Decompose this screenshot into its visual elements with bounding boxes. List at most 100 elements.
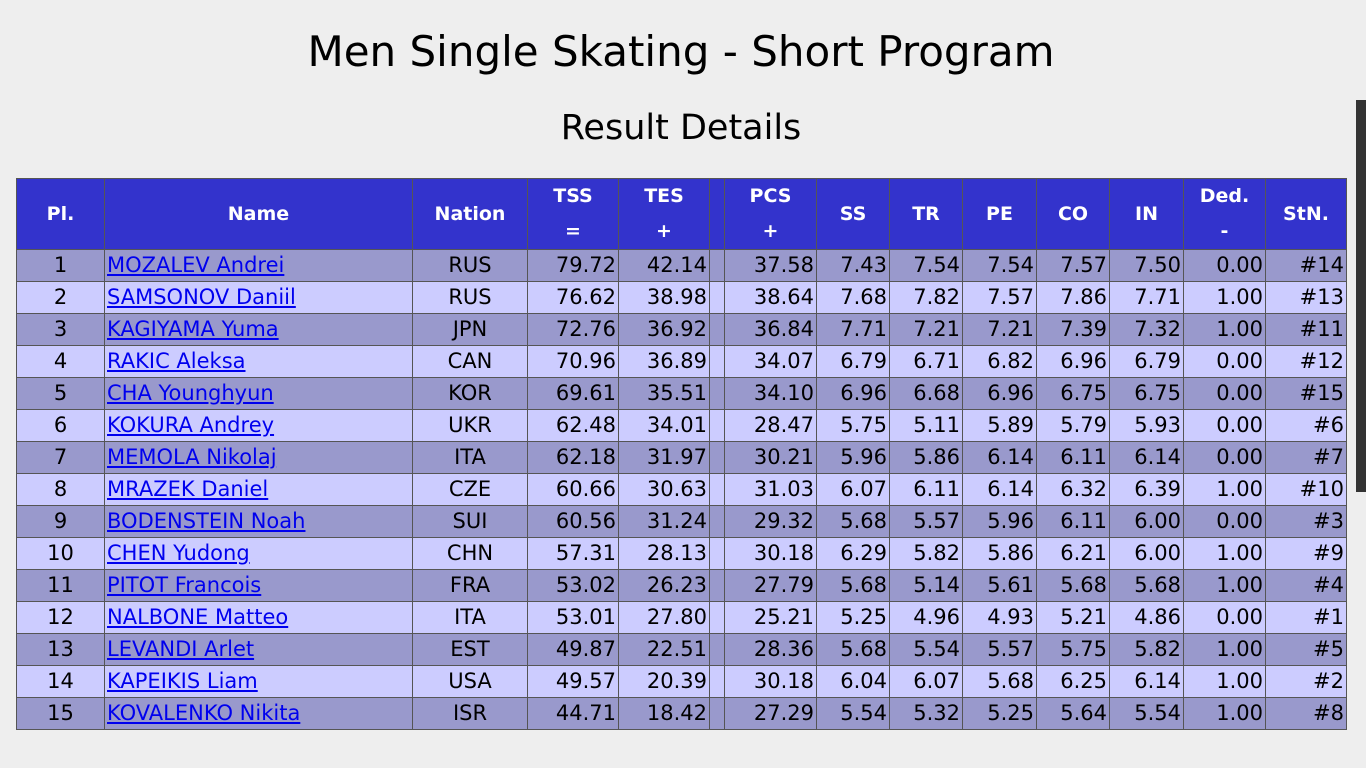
skater-link[interactable]: MEMOLA Nikolaj	[107, 445, 277, 469]
tes-cell: 38.98	[618, 281, 710, 314]
table-row: 8 MRAZEK Daniel CZE 60.66 30.63 31.03 6.07 6.11…	[16, 473, 1347, 506]
tr-cell: 4.96	[889, 601, 963, 634]
in-cell: 6.75	[1109, 377, 1184, 410]
name-cell: CHA Younghyun	[104, 377, 413, 410]
place-cell: 1	[16, 249, 105, 282]
skater-link[interactable]: SAMSONOV Daniil	[107, 285, 296, 309]
pcs-cell: 38.64	[724, 281, 817, 314]
ss-cell: 5.25	[816, 601, 890, 634]
nation-cell: FRA	[412, 569, 528, 602]
in-cell: 6.14	[1109, 665, 1184, 698]
place-cell: 2	[16, 281, 105, 314]
pe-cell: 7.57	[962, 281, 1037, 314]
tr-cell: 5.57	[889, 505, 963, 538]
ded-cell: 1.00	[1183, 697, 1266, 730]
tes-cell: 36.89	[618, 345, 710, 378]
ss-cell: 7.68	[816, 281, 890, 314]
ss-cell: 5.96	[816, 441, 890, 474]
tss-cell: 70.96	[527, 345, 619, 378]
pe-cell: 5.61	[962, 569, 1037, 602]
co-cell: 7.39	[1036, 313, 1110, 346]
ss-cell: 5.54	[816, 697, 890, 730]
skater-link[interactable]: KOKURA Andrey	[107, 413, 275, 437]
ded-cell: 0.00	[1183, 505, 1266, 538]
skater-link[interactable]: BODENSTEIN Noah	[107, 509, 306, 533]
name-cell: CHEN Yudong	[104, 537, 413, 570]
skater-link[interactable]: PITOT Francois	[107, 573, 262, 597]
stn-cell: #8	[1265, 697, 1347, 730]
place-cell: 4	[16, 345, 105, 378]
table-row: 1 MOZALEV Andrei RUS 79.72 42.14 37.58 7.43 7.5…	[16, 249, 1347, 282]
skater-link[interactable]: MRAZEK Daniel	[107, 477, 269, 501]
name-cell: BODENSTEIN Noah	[104, 505, 413, 538]
stn-cell: #2	[1265, 665, 1347, 698]
co-cell: 5.79	[1036, 409, 1110, 442]
spacer-cell	[709, 601, 725, 634]
co-cell: 7.86	[1036, 281, 1110, 314]
tes-cell: 35.51	[618, 377, 710, 410]
ded-cell: 0.00	[1183, 249, 1266, 282]
skater-link[interactable]: RAKIC Aleksa	[107, 349, 246, 373]
in-cell: 6.39	[1109, 473, 1184, 506]
scrollbar-thumb[interactable]	[1356, 100, 1366, 492]
table-row: 5 CHA Younghyun KOR 69.61 35.51 34.10 6.96 6.68…	[16, 377, 1347, 410]
skater-link[interactable]: KOVALENKO Nikita	[107, 701, 301, 725]
tes-cell: 34.01	[618, 409, 710, 442]
ss-cell: 6.96	[816, 377, 890, 410]
spacer-cell	[709, 633, 725, 666]
co-cell: 6.11	[1036, 505, 1110, 538]
tes-cell: 26.23	[618, 569, 710, 602]
stn-cell: #10	[1265, 473, 1347, 506]
skater-link[interactable]: CHA Younghyun	[107, 381, 274, 405]
spacer-cell	[709, 473, 725, 506]
ss-cell: 5.75	[816, 409, 890, 442]
spacer-cell	[709, 441, 725, 474]
pcs-cell: 28.47	[724, 409, 817, 442]
skater-link[interactable]: NALBONE Matteo	[107, 605, 289, 629]
pcs-cell: 27.29	[724, 697, 817, 730]
tss-cell: 69.61	[527, 377, 619, 410]
ded-cell: 0.00	[1183, 601, 1266, 634]
table-row: 2 SAMSONOV Daniil RUS 76.62 38.98 38.64 7.68 7.…	[16, 281, 1347, 314]
col-header-nation: Nation	[412, 178, 528, 250]
table-header: Pl. Name Nation TSS = TES + PCS + SS TR PE …	[16, 178, 1347, 250]
col-header-ss: SS	[816, 178, 890, 250]
table-row: 11 PITOT Francois FRA 53.02 26.23 27.79 5.68 5.…	[16, 569, 1347, 602]
skater-link[interactable]: LEVANDI Arlet	[107, 637, 255, 661]
pe-cell: 6.96	[962, 377, 1037, 410]
tes-cell: 31.97	[618, 441, 710, 474]
skater-link[interactable]: KAPEIKIS Liam	[107, 669, 258, 693]
co-cell: 5.68	[1036, 569, 1110, 602]
name-cell: KAGIYAMA Yuma	[104, 313, 413, 346]
tr-cell: 5.11	[889, 409, 963, 442]
place-cell: 7	[16, 441, 105, 474]
pe-cell: 5.89	[962, 409, 1037, 442]
tr-cell: 7.21	[889, 313, 963, 346]
table-row: 12 NALBONE Matteo ITA 53.01 27.80 25.21 5.25 4.…	[16, 601, 1347, 634]
tr-cell: 7.54	[889, 249, 963, 282]
results-table: Pl. Name Nation TSS = TES + PCS + SS TR PE …	[16, 178, 1347, 730]
pcs-cell: 34.10	[724, 377, 817, 410]
pcs-cell: 25.21	[724, 601, 817, 634]
spacer-cell	[709, 665, 725, 698]
skater-link[interactable]: KAGIYAMA Yuma	[107, 317, 279, 341]
spacer-cell	[709, 249, 725, 282]
name-cell: LEVANDI Arlet	[104, 633, 413, 666]
nation-cell: USA	[412, 665, 528, 698]
co-cell: 6.25	[1036, 665, 1110, 698]
in-cell: 7.50	[1109, 249, 1184, 282]
place-cell: 9	[16, 505, 105, 538]
skater-link[interactable]: MOZALEV Andrei	[107, 253, 285, 277]
tes-cell: 27.80	[618, 601, 710, 634]
skater-link[interactable]: CHEN Yudong	[107, 541, 250, 565]
pe-cell: 5.86	[962, 537, 1037, 570]
tr-cell: 7.82	[889, 281, 963, 314]
nation-cell: EST	[412, 633, 528, 666]
name-cell: MRAZEK Daniel	[104, 473, 413, 506]
table-body: 1 MOZALEV Andrei RUS 79.72 42.14 37.58 7.43 7.5…	[16, 249, 1347, 730]
tr-cell: 5.86	[889, 441, 963, 474]
stn-cell: #15	[1265, 377, 1347, 410]
table-row: 9 BODENSTEIN Noah SUI 60.56 31.24 29.32 5.68 5.…	[16, 505, 1347, 538]
place-cell: 15	[16, 697, 105, 730]
tr-cell: 6.11	[889, 473, 963, 506]
